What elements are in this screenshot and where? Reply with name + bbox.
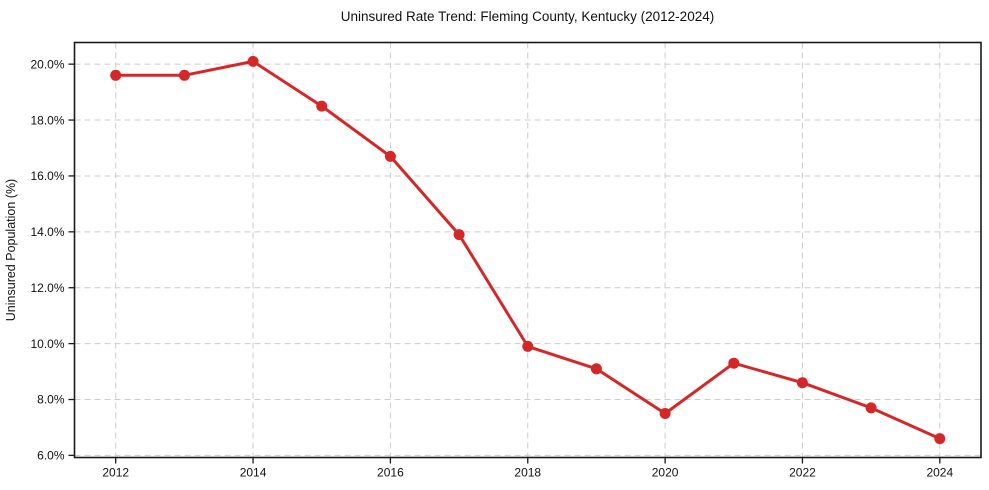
x-tick-label: 2022: [789, 466, 816, 480]
data-point: [178, 69, 190, 81]
y-axis-label: Uninsured Population (%): [4, 179, 18, 321]
y-tick-label: 6.0%: [37, 449, 65, 463]
y-tick-label: 8.0%: [37, 393, 65, 407]
y-tick-label: 18.0%: [30, 113, 64, 127]
data-point: [316, 100, 328, 112]
y-tick-label: 12.0%: [30, 281, 64, 295]
y-tick-label: 14.0%: [30, 225, 64, 239]
data-point: [934, 433, 946, 445]
x-tick-label: 2014: [240, 466, 267, 480]
y-tick-label: 20.0%: [30, 57, 64, 71]
y-tick-label: 16.0%: [30, 169, 64, 183]
data-point: [865, 402, 877, 414]
data-point: [659, 408, 671, 419]
data-point: [247, 55, 259, 67]
chart-title: Uninsured Rate Trend: Fleming County, Ke…: [341, 9, 714, 24]
data-point: [728, 357, 740, 369]
data-point: [384, 150, 396, 162]
x-tick-label: 2024: [926, 466, 953, 480]
x-tick-label: 2018: [514, 466, 541, 480]
x-tick-label: 2016: [377, 466, 404, 480]
data-point: [453, 229, 465, 241]
y-tick-label: 10.0%: [30, 337, 64, 351]
data-point: [522, 340, 534, 352]
data-point: [590, 363, 602, 375]
plot-area: 6.0% 8.0% 10.0% 12.0% 14.0% 16.0% 18.0% 20.0% 20…: [30, 41, 982, 480]
data-point: [110, 69, 122, 81]
x-tick-label: 2020: [652, 466, 679, 480]
x-tick-label: 2012: [102, 466, 129, 480]
data-point: [796, 377, 808, 389]
